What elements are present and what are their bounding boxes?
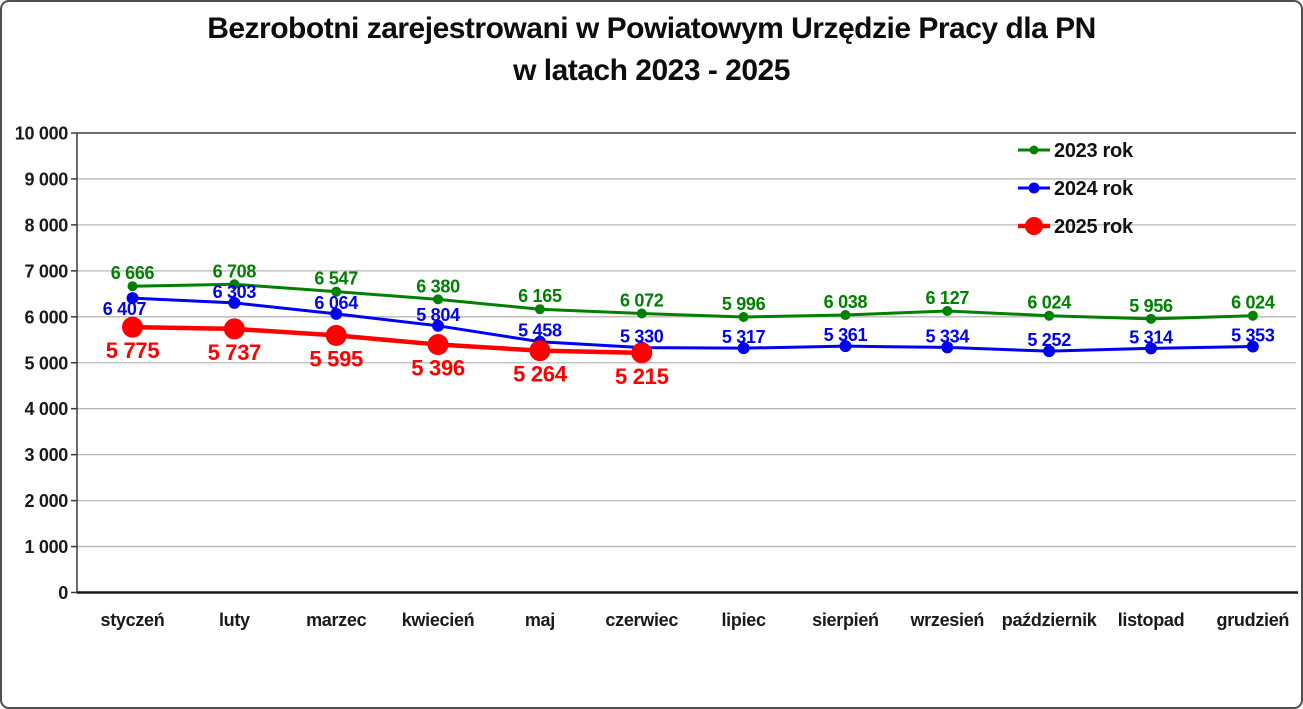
data-label-2025: 5 264 bbox=[513, 362, 568, 387]
data-point-2023 bbox=[433, 294, 444, 305]
data-point-2024 bbox=[1145, 342, 1157, 355]
data-point-2025 bbox=[631, 342, 653, 364]
data-point-2023 bbox=[1146, 313, 1156, 324]
data-point-2023 bbox=[1247, 310, 1258, 321]
x-tick-label: kwiecień bbox=[402, 610, 475, 630]
y-tick-label: 4 000 bbox=[24, 399, 68, 419]
y-tick-label: 2 000 bbox=[24, 491, 68, 511]
data-label-2024: 5 330 bbox=[620, 327, 664, 347]
x-tick-label: listopad bbox=[1118, 610, 1185, 630]
data-label-2023: 5 996 bbox=[722, 294, 766, 314]
data-label-2025: 5 396 bbox=[411, 356, 465, 381]
data-point-2023 bbox=[331, 286, 342, 297]
data-point-2024 bbox=[330, 307, 343, 320]
data-label-2024: 5 361 bbox=[824, 325, 868, 345]
data-label-2025: 5 737 bbox=[208, 340, 262, 365]
legend-marker-2025 bbox=[1025, 217, 1043, 235]
data-label-2023: 6 038 bbox=[824, 292, 868, 312]
legend-label-2025: 2025 rok bbox=[1054, 216, 1134, 238]
series-line-2023 bbox=[131, 282, 1255, 321]
series-line-2024 bbox=[131, 296, 1255, 353]
y-tick-label: 8 000 bbox=[24, 215, 68, 235]
data-point-2025 bbox=[325, 324, 347, 346]
x-tick-label: sierpień bbox=[812, 610, 879, 630]
data-label-2023: 6 165 bbox=[518, 286, 562, 306]
legend-marker-2023 bbox=[1029, 145, 1039, 155]
y-tick-label: 6 000 bbox=[24, 307, 68, 327]
data-point-2025 bbox=[122, 316, 143, 338]
data-point-2024 bbox=[1246, 340, 1259, 353]
x-tick-label: lipiec bbox=[721, 610, 766, 630]
x-tick-label: wrzesień bbox=[909, 610, 984, 630]
data-label-2023: 6 666 bbox=[111, 263, 155, 283]
data-label-2025: 5 215 bbox=[615, 364, 669, 389]
data-label-2024: 5 353 bbox=[1231, 326, 1275, 346]
y-tick-label: 7 000 bbox=[24, 261, 68, 281]
data-label-2024: 5 334 bbox=[926, 326, 970, 346]
data-label-2024: 6 064 bbox=[314, 293, 358, 313]
data-point-2023 bbox=[229, 279, 240, 290]
data-label-2023: 6 024 bbox=[1027, 293, 1071, 313]
data-label-2023: 6 708 bbox=[213, 261, 257, 281]
data-point-2025 bbox=[223, 318, 245, 340]
x-tick-label: październik bbox=[1002, 610, 1098, 630]
legend-label-2024: 2024 rok bbox=[1054, 178, 1134, 200]
data-label-2024: 5 458 bbox=[518, 321, 562, 341]
x-tick-label: grudzień bbox=[1217, 610, 1290, 630]
data-label-2024: 5 314 bbox=[1129, 327, 1173, 347]
data-label-2025: 5 775 bbox=[106, 338, 160, 363]
data-point-2025 bbox=[427, 334, 449, 356]
data-point-2024 bbox=[228, 296, 241, 309]
data-point-2024 bbox=[737, 342, 750, 355]
data-point-2023 bbox=[738, 311, 749, 322]
y-tick-label: 9 000 bbox=[24, 169, 68, 189]
data-point-2023 bbox=[127, 281, 138, 292]
legend-label-2023: 2023 rok bbox=[1054, 140, 1134, 162]
data-point-2024 bbox=[1043, 345, 1056, 358]
data-point-2024 bbox=[432, 319, 445, 332]
data-label-2024: 6 303 bbox=[213, 282, 257, 302]
x-tick-label: marzec bbox=[306, 610, 367, 630]
x-tick-label: maj bbox=[525, 610, 555, 630]
data-label-2023: 6 072 bbox=[620, 290, 664, 310]
data-label-2024: 5 252 bbox=[1027, 330, 1071, 350]
data-point-2023 bbox=[534, 304, 545, 315]
data-point-2024 bbox=[126, 292, 139, 305]
data-label-2023: 6 127 bbox=[926, 288, 970, 308]
data-point-2023 bbox=[1044, 310, 1055, 321]
legend-marker-2024 bbox=[1028, 182, 1040, 194]
data-label-2024: 5 317 bbox=[722, 327, 766, 347]
data-label-2025: 5 595 bbox=[309, 346, 363, 371]
data-label-2023: 6 380 bbox=[416, 276, 460, 296]
chart-title: Bezrobotni zarejestrowani w Powiatowym U… bbox=[2, 8, 1301, 92]
x-tick-label: luty bbox=[219, 610, 250, 630]
data-label-2024: 6 407 bbox=[103, 299, 147, 319]
y-tick-label: 10 000 bbox=[15, 124, 69, 144]
y-tick-label: 5 000 bbox=[24, 353, 68, 373]
data-label-2024: 5 804 bbox=[416, 305, 460, 325]
data-label-2023: 6 547 bbox=[314, 269, 358, 289]
series-line-2025 bbox=[130, 324, 644, 356]
y-tick-label: 1 000 bbox=[24, 537, 68, 557]
data-point-2024 bbox=[839, 340, 852, 353]
data-point-2024 bbox=[941, 341, 954, 354]
data-label-2023: 5 956 bbox=[1129, 296, 1173, 316]
y-tick-label: 0 bbox=[58, 583, 68, 603]
x-tick-label: czerwiec bbox=[605, 610, 678, 630]
data-point-2023 bbox=[942, 305, 953, 316]
data-label-2023: 6 024 bbox=[1231, 293, 1275, 313]
chart-title-line2: w latach 2023 - 2025 bbox=[513, 54, 790, 87]
data-point-2025 bbox=[529, 340, 551, 362]
chart-title-line1: Bezrobotni zarejestrowani w Powiatowym U… bbox=[207, 12, 1096, 45]
data-point-2023 bbox=[636, 308, 647, 319]
y-tick-label: 3 000 bbox=[24, 445, 68, 465]
x-tick-label: styczeń bbox=[101, 610, 165, 630]
data-point-2023 bbox=[840, 310, 851, 321]
